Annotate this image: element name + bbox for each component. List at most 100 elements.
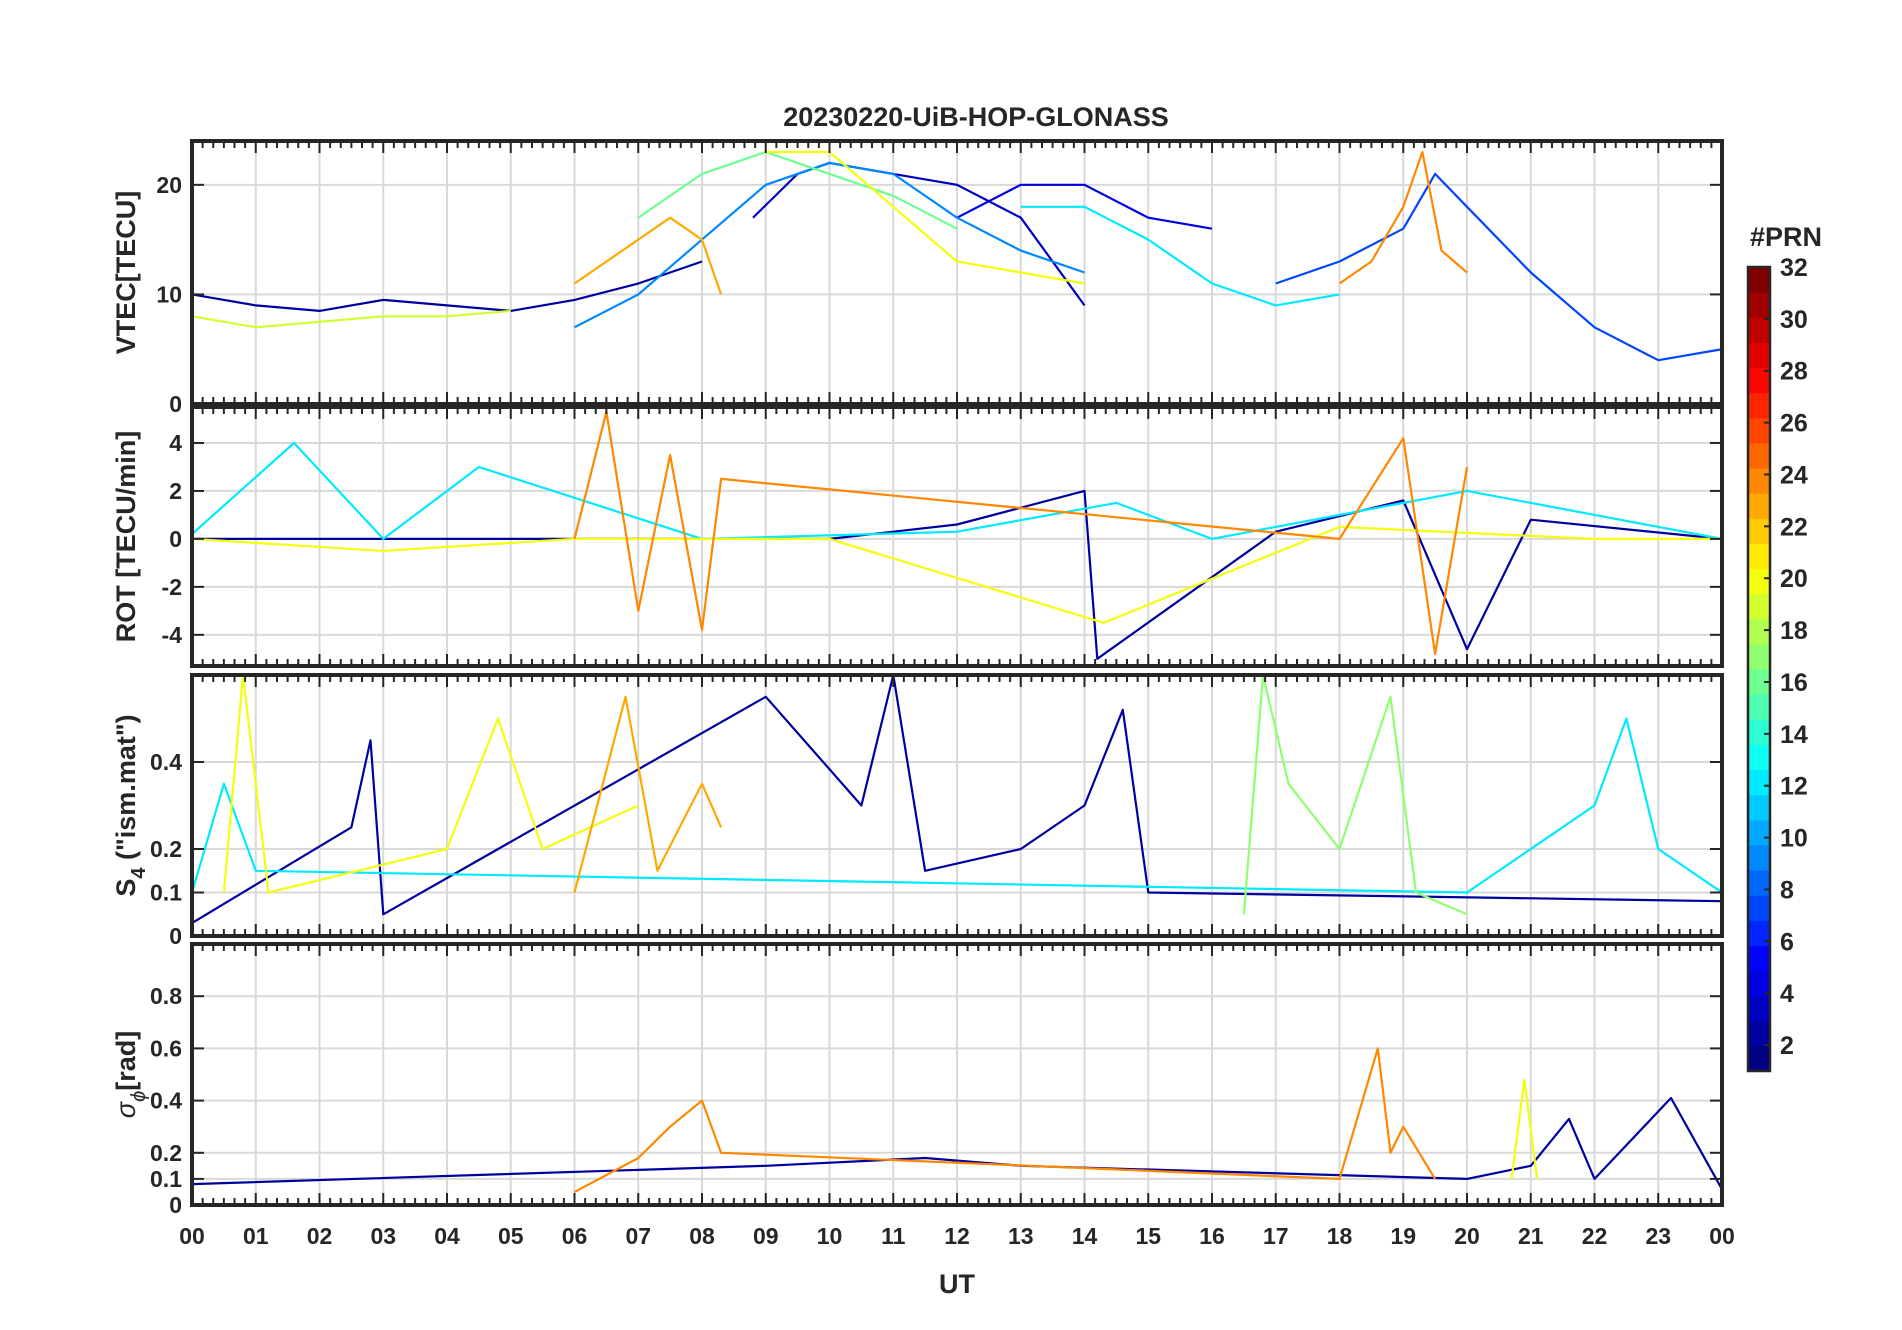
x-tick-label: 02 — [307, 1223, 333, 1249]
x-tick-label: 00 — [179, 1223, 205, 1249]
x-tick-label: 20 — [1454, 1223, 1480, 1249]
colorbar-segment — [1748, 392, 1770, 419]
panel-sigma-series — [192, 1047, 1722, 1193]
colorbar-tick-label: 14 — [1780, 721, 1808, 749]
series-prn-2 — [192, 1096, 1722, 1190]
colorbar-tick-label: 32 — [1780, 254, 1808, 282]
x-tick-label: 01 — [243, 1223, 269, 1249]
x-tick-label: 06 — [562, 1223, 588, 1249]
series-prn-24 — [573, 1047, 1437, 1193]
x-tick-label: 18 — [1327, 1223, 1353, 1249]
figure-title: 20230220-UiB-HOP-GLONASS — [783, 102, 1169, 132]
colorbar-segment — [1748, 493, 1770, 519]
colorbar-segment — [1748, 367, 1770, 394]
y-tick-label: 0.1 — [150, 880, 182, 906]
panel-rot-frame — [190, 405, 1724, 668]
y-tick-label: -2 — [162, 574, 182, 600]
colorbar-tick-label: 4 — [1780, 980, 1794, 1008]
y-tick-label: 0.6 — [150, 1035, 182, 1061]
colorbar-segment — [1748, 870, 1770, 896]
colorbar-segment — [1748, 744, 1770, 771]
colorbar-segment — [1748, 643, 1770, 670]
y-tick-label: 0.2 — [150, 1140, 182, 1166]
colorbar-segment — [1748, 342, 1770, 369]
colorbar-tick-label: 16 — [1780, 669, 1808, 697]
y-axis-label-vtec: VTEC[TECU] — [111, 191, 141, 355]
colorbar-tick-label: 6 — [1780, 928, 1794, 956]
colorbar-segment — [1748, 1020, 1770, 1047]
y-tick-label: 0.4 — [150, 749, 182, 775]
x-tick-label: 12 — [944, 1223, 970, 1249]
y-tick-label: 0.8 — [150, 983, 182, 1009]
y-tick-label: 0 — [169, 1192, 182, 1218]
x-tick-label: 11 — [881, 1223, 906, 1249]
x-axis-tick-labels: 00 01 02 03 04 05 06 07 08 09 10 11 12 13 14 15 16 17 18 19… — [179, 1223, 1735, 1249]
colorbar-segment — [1748, 468, 1770, 494]
series-prn-24 — [573, 410, 1469, 656]
colorbar-segment — [1748, 543, 1770, 570]
x-tick-label: 15 — [1135, 1223, 1161, 1249]
series-prn-20 — [765, 150, 1085, 285]
colorbar-segment — [1748, 442, 1770, 469]
x-tick-label: 04 — [434, 1223, 460, 1249]
colorbar-tick-label: 28 — [1780, 358, 1808, 386]
colorbar-tick-label: 22 — [1780, 513, 1808, 541]
colorbar-segment — [1748, 292, 1770, 318]
colorbar-segment — [1748, 669, 1770, 695]
series-prn-20 — [222, 675, 639, 894]
colorbar-tick-label: 12 — [1780, 773, 1808, 801]
x-tick-label: 05 — [498, 1223, 524, 1249]
colorbar-segment — [1748, 1045, 1770, 1072]
x-tick-label: 13 — [1008, 1223, 1034, 1249]
y-axis-label-s4: S4 ("ism.mat") — [111, 714, 150, 896]
colorbar-segment — [1748, 819, 1770, 846]
colorbar-segment — [1748, 417, 1770, 444]
series-prn-20 — [192, 525, 1722, 624]
y-tick-label: 0.1 — [150, 1166, 182, 1192]
series-prn-20 — [1510, 1078, 1539, 1180]
colorbar-tick-label: 30 — [1780, 306, 1808, 334]
colorbar-segment — [1748, 945, 1770, 972]
series-prn-23 — [573, 216, 723, 295]
colorbar-segment — [1748, 794, 1770, 821]
panel-s4: 0 0.1 0.2 0.4S4 ("ism.mat") — [111, 673, 1724, 949]
series-prn-24 — [1338, 150, 1468, 285]
colorbar-segment — [1748, 920, 1770, 946]
panel-sigma: 00.10.2 0.4 0.6 0.8σϕ[rad] — [111, 942, 1724, 1218]
x-tick-label: 17 — [1263, 1223, 1289, 1249]
y-axis-label-rot: ROT [TECU/min] — [111, 431, 141, 642]
series-prn-4 — [956, 183, 1213, 230]
x-tick-label: 14 — [1072, 1223, 1098, 1249]
y-tick-label: 0 — [169, 526, 182, 552]
x-tick-label: 21 — [1518, 1223, 1544, 1249]
series-prn-12 — [192, 717, 1722, 894]
x-tick-label: 10 — [817, 1223, 843, 1249]
colorbar-segment — [1748, 317, 1770, 343]
colorbar-segment — [1748, 970, 1770, 997]
series-prn-12 — [1020, 205, 1340, 307]
colorbar-segment — [1748, 593, 1770, 620]
y-tick-label: 2 — [169, 478, 182, 504]
colorbar-tick-label: 24 — [1780, 461, 1808, 489]
x-tick-label: 07 — [625, 1223, 651, 1249]
colorbar-segment — [1748, 267, 1770, 293]
y-tick-label: 4 — [169, 430, 182, 456]
x-tick-label: 03 — [370, 1223, 396, 1249]
panel-rot-series — [192, 410, 1722, 660]
x-tick-label: 19 — [1390, 1223, 1416, 1249]
y-axis-label-sigma: σϕ[rad] — [111, 1031, 150, 1118]
y-tick-label: 20 — [156, 172, 182, 198]
series-prn-7 — [1275, 172, 1722, 362]
colorbar-tick-label: 18 — [1780, 617, 1808, 645]
x-axis-label: UT — [939, 1269, 975, 1299]
x-tick-label: 23 — [1645, 1223, 1671, 1249]
panel-sigma-frame — [190, 942, 1724, 1207]
panel-s4-series — [192, 675, 1722, 924]
colorbar-tick-label: 20 — [1780, 565, 1808, 593]
series-prn-17 — [1242, 675, 1468, 916]
y-tick-label: 0 — [169, 923, 182, 949]
colorbar-tick-label: 10 — [1780, 825, 1808, 853]
x-tick-label: 22 — [1582, 1223, 1608, 1249]
